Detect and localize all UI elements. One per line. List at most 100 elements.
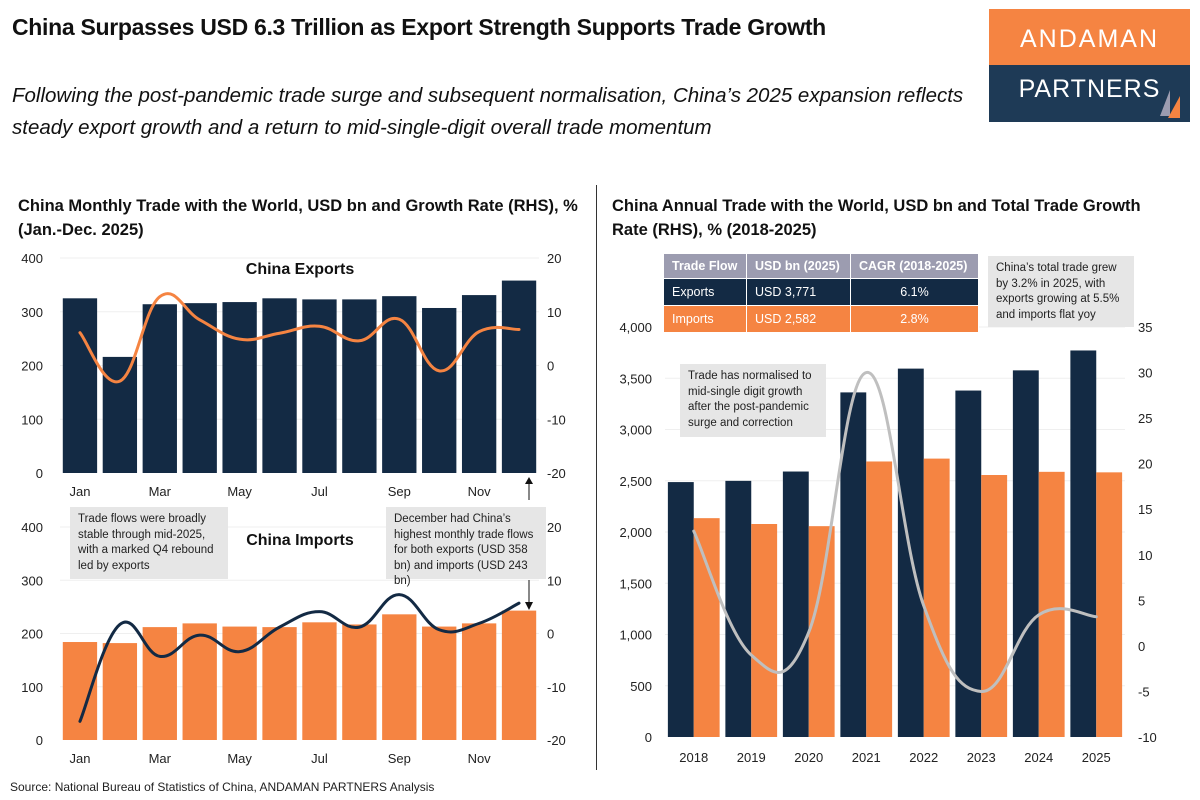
x-tick-label: 2024 bbox=[1024, 750, 1053, 765]
bar bbox=[382, 614, 417, 740]
bar bbox=[102, 643, 138, 740]
y2-tick-label: 5 bbox=[1138, 593, 1145, 608]
y2-tick-label: 35 bbox=[1138, 320, 1152, 335]
bar bbox=[501, 610, 537, 740]
x-tick-label: Jan bbox=[69, 751, 90, 766]
bar bbox=[981, 475, 1008, 737]
table-cell: USD 3,771 bbox=[746, 278, 851, 306]
bar bbox=[1096, 472, 1123, 737]
y2-tick-label: -20 bbox=[547, 733, 566, 748]
growth-rate-line bbox=[78, 593, 521, 723]
x-tick-label: 2021 bbox=[852, 750, 881, 765]
table-row-imports: Imports USD 2,582 2.8% bbox=[663, 305, 979, 333]
x-tick-label: May bbox=[227, 751, 252, 766]
x-tick-label: 2019 bbox=[737, 750, 766, 765]
bar bbox=[182, 303, 217, 473]
note-stable-flows: Trade flows were broadly stable through … bbox=[70, 507, 228, 579]
y2-tick-label: 20 bbox=[1138, 457, 1152, 472]
y-tick-label: 0 bbox=[36, 466, 43, 481]
x-tick-label: Mar bbox=[149, 484, 172, 499]
logo-text-partners-label: PARTNERS bbox=[1018, 75, 1161, 103]
table-cell: USD 2,582 bbox=[746, 305, 851, 333]
bar bbox=[422, 626, 457, 740]
page-title: China Surpasses USD 6.3 Trillion as Expo… bbox=[12, 14, 826, 40]
table-cell: 2.8% bbox=[850, 305, 979, 333]
bar bbox=[751, 524, 778, 737]
bar bbox=[923, 458, 950, 737]
y2-tick-label: 20 bbox=[547, 251, 561, 266]
bar bbox=[422, 307, 457, 473]
bar bbox=[1070, 350, 1097, 737]
table-row-exports: Exports USD 3,771 6.1% bbox=[663, 278, 979, 306]
imports-monthly-chart: 0 100 200 300 400 -20 -10 0 10 20 Jan Mar May Jul Sep N… bbox=[21, 520, 566, 766]
y2-tick-label: 15 bbox=[1138, 502, 1152, 517]
bar bbox=[782, 471, 809, 737]
x-tick-label: Sep bbox=[388, 484, 411, 499]
trade-summary-table: Trade Flow USD bn (2025) CAGR (2018-2025… bbox=[663, 253, 979, 333]
y-tick-label: 4,000 bbox=[619, 320, 652, 335]
table-cell: 6.1% bbox=[850, 278, 979, 306]
bar bbox=[62, 642, 98, 740]
y2-tick-label: -5 bbox=[1138, 684, 1150, 699]
bar bbox=[182, 623, 217, 740]
bar bbox=[461, 295, 497, 473]
annual-trade-chart: 0 500 1,000 1,500 2,000 2,500 3,000 3,500 4,000 -… bbox=[619, 320, 1156, 765]
table-header: USD bn (2025) bbox=[746, 253, 851, 279]
logo-text-andaman: ANDAMAN bbox=[989, 9, 1190, 65]
table-header: CAGR (2018-2025) bbox=[850, 253, 979, 279]
y-tick-label: 100 bbox=[21, 412, 43, 427]
bar bbox=[693, 518, 720, 737]
x-tick-label: Mar bbox=[149, 751, 172, 766]
bar bbox=[808, 526, 835, 737]
y-tick-label: 100 bbox=[21, 680, 43, 695]
x-tick-label: Jul bbox=[311, 751, 328, 766]
x-tick-label: Jan bbox=[69, 484, 90, 499]
bar bbox=[302, 622, 337, 740]
y-tick-label: 200 bbox=[21, 627, 43, 642]
y2-tick-label: 30 bbox=[1138, 366, 1152, 381]
page-subtitle: Following the post-pandemic trade surge … bbox=[12, 84, 964, 139]
growth-rate-line bbox=[78, 292, 521, 384]
sail-icon bbox=[1160, 90, 1180, 118]
source-note: Source: National Bureau of Statistics of… bbox=[10, 780, 435, 794]
y-tick-label: 400 bbox=[21, 520, 43, 535]
y-tick-label: 500 bbox=[630, 679, 652, 694]
y-tick-label: 3,500 bbox=[619, 371, 652, 386]
bar bbox=[382, 296, 417, 473]
x-tick-label: 2023 bbox=[967, 750, 996, 765]
y2-tick-label: -10 bbox=[1138, 730, 1157, 745]
x-tick-label: May bbox=[227, 484, 252, 499]
bar bbox=[667, 482, 694, 737]
y2-tick-label: 0 bbox=[547, 359, 554, 374]
x-tick-label: Jul bbox=[311, 484, 328, 499]
table-header-row: Trade Flow USD bn (2025) CAGR (2018-2025… bbox=[663, 253, 979, 279]
y2-tick-label: 10 bbox=[547, 305, 561, 320]
table-cell: Exports bbox=[663, 278, 747, 306]
left-panel-title: China Monthly Trade with the World, USD … bbox=[18, 197, 578, 239]
y-tick-label: 300 bbox=[21, 573, 43, 588]
y2-tick-label: 20 bbox=[547, 520, 561, 535]
bar bbox=[1012, 370, 1039, 737]
andaman-partners-logo: ANDAMAN PARTNERS bbox=[989, 9, 1190, 122]
x-tick-label: 2025 bbox=[1082, 750, 1111, 765]
table-cell: Imports bbox=[663, 305, 747, 333]
bar bbox=[142, 304, 177, 473]
bar bbox=[461, 623, 497, 740]
bar bbox=[142, 627, 177, 740]
y2-tick-label: 10 bbox=[547, 573, 561, 588]
imports-chart-title: China Imports bbox=[246, 532, 354, 549]
bar bbox=[840, 392, 867, 737]
y-tick-label: 2,500 bbox=[619, 474, 652, 489]
december-arrows bbox=[525, 477, 533, 610]
bar bbox=[262, 627, 297, 740]
y-tick-label: 0 bbox=[36, 733, 43, 748]
y2-tick-label: -10 bbox=[547, 412, 566, 427]
y2-tick-label: 0 bbox=[547, 627, 554, 642]
x-tick-label: Sep bbox=[388, 751, 411, 766]
y2-tick-label: 10 bbox=[1138, 548, 1152, 563]
x-tick-label: 2018 bbox=[679, 750, 708, 765]
y-tick-label: 400 bbox=[21, 251, 43, 266]
bar bbox=[725, 480, 752, 737]
exports-monthly-chart: 0 100 200 300 400 -20 -10 0 10 20 Jan Mar May Jul Sep N… bbox=[21, 251, 566, 499]
bar bbox=[866, 461, 893, 737]
